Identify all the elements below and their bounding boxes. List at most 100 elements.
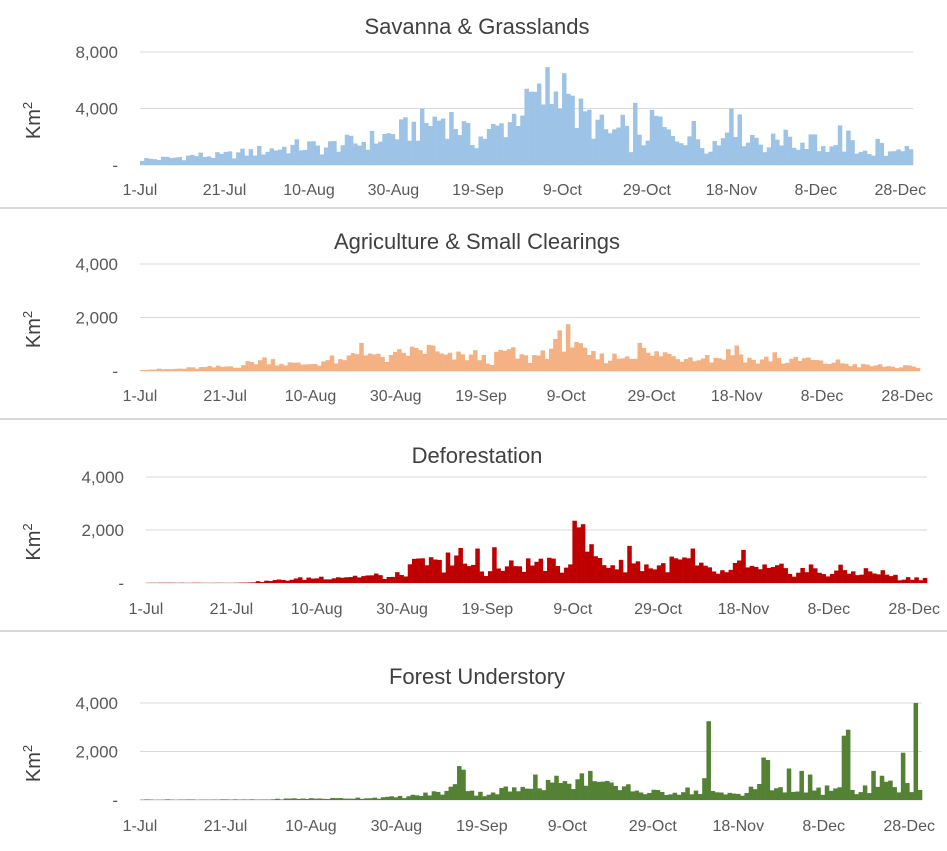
bar (237, 368, 242, 371)
y-tick-label: - (118, 574, 124, 593)
bar (484, 576, 489, 583)
bar (587, 355, 592, 371)
bar (456, 352, 461, 371)
bar (554, 776, 559, 800)
bar (458, 548, 463, 583)
bar (702, 778, 707, 800)
bar (733, 563, 738, 583)
bar (528, 363, 533, 371)
bar (805, 572, 810, 583)
bar (495, 126, 499, 165)
bar (216, 366, 221, 371)
bar (806, 357, 811, 371)
bar (850, 790, 855, 800)
bar (771, 567, 776, 583)
bar (374, 574, 379, 583)
y-tick-label: 4,000 (75, 100, 118, 119)
bar (704, 154, 708, 165)
bar (577, 527, 582, 583)
bar (378, 142, 382, 165)
bar (549, 104, 553, 165)
bar (698, 794, 703, 800)
panel-divider (0, 630, 947, 632)
bar (633, 359, 638, 371)
bar (403, 117, 407, 165)
bar (674, 558, 679, 583)
bar (574, 342, 579, 371)
bar (843, 570, 848, 583)
bar (536, 356, 541, 371)
x-tick-label: 9-Oct (543, 182, 583, 199)
bar (633, 103, 637, 165)
bar (827, 364, 832, 371)
bar (558, 783, 563, 800)
bar (332, 141, 336, 165)
bar (646, 353, 651, 371)
bar (470, 791, 475, 800)
bar (347, 355, 352, 371)
bar (840, 363, 845, 371)
panel-divider (0, 418, 947, 420)
y-axis-label: Km2 (20, 311, 45, 348)
bar (834, 571, 839, 583)
bar (893, 575, 898, 583)
bar (370, 575, 375, 583)
bar (651, 790, 656, 800)
bar (315, 145, 319, 165)
bar (301, 798, 306, 800)
bar (424, 123, 428, 165)
bar (747, 358, 752, 371)
bar (758, 145, 762, 165)
bar (744, 793, 749, 800)
bar (382, 579, 387, 583)
bar (851, 571, 856, 583)
bar (474, 148, 478, 165)
x-tick-label: 9-Oct (547, 388, 587, 405)
bar (220, 367, 225, 371)
bar (469, 354, 474, 371)
bar (263, 799, 268, 800)
bar (900, 151, 904, 165)
x-tick-label: 8-Dec (802, 818, 845, 835)
bar (330, 356, 335, 371)
bar (219, 154, 223, 165)
bar (669, 557, 674, 583)
x-tick-label: 18-Nov (711, 388, 763, 405)
bar (161, 157, 165, 165)
bar (621, 358, 626, 371)
bar (725, 133, 729, 165)
bar (389, 355, 394, 371)
bar (283, 365, 288, 371)
bar (871, 156, 875, 165)
bar (240, 149, 244, 165)
bar (660, 792, 665, 800)
bar (186, 156, 190, 165)
bar (281, 580, 286, 583)
bar (437, 121, 441, 165)
bar (268, 581, 273, 583)
bar (892, 787, 897, 800)
bar (284, 798, 289, 800)
bar (909, 149, 913, 165)
bar (140, 161, 144, 165)
bar (619, 560, 624, 583)
bar (157, 160, 161, 165)
bar (441, 119, 445, 165)
bar (144, 370, 149, 371)
bar (787, 768, 792, 800)
bar (545, 359, 550, 371)
bar (916, 368, 921, 371)
bar (709, 362, 714, 371)
bar (732, 794, 737, 800)
bar (699, 563, 704, 583)
bar (901, 753, 906, 800)
x-tick-label: 10-Aug (283, 182, 335, 199)
bar (366, 575, 371, 583)
bar (483, 139, 487, 165)
bar (397, 349, 402, 371)
bar (775, 565, 780, 583)
bar (140, 370, 145, 371)
bar (587, 110, 591, 165)
bar (313, 364, 318, 371)
bar (288, 362, 293, 371)
